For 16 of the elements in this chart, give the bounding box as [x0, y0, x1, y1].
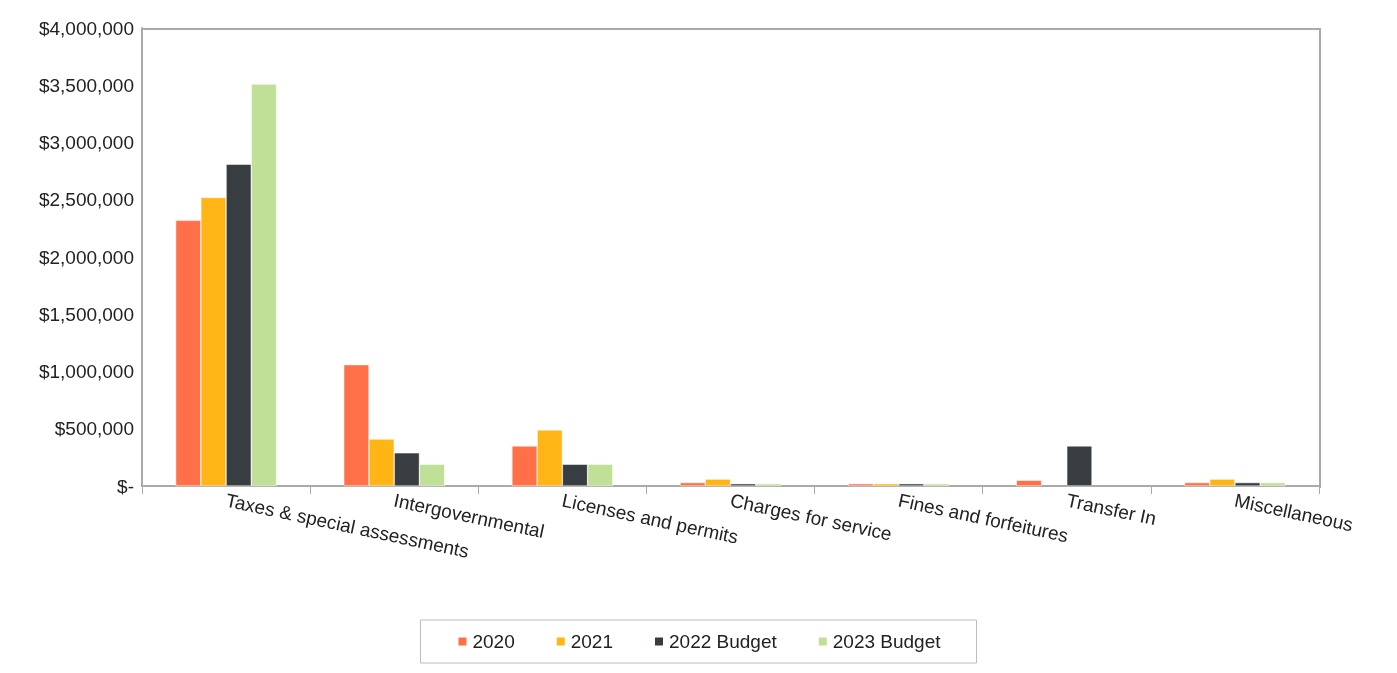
y-tick-label: $1,500,000	[38, 303, 134, 325]
x-tick-label: Transfer In	[1064, 489, 1159, 530]
y-tick-label: $500,000	[54, 418, 134, 440]
y-tick-label: $3,500,000	[38, 74, 134, 96]
bar	[1016, 480, 1042, 486]
legend-label: 2021	[570, 631, 614, 652]
y-tick-label: $-	[117, 475, 134, 497]
legend-label: 2020	[472, 631, 515, 652]
y-tick-label: $2,000,000	[38, 246, 134, 268]
legend-label: 2022 Budget	[669, 631, 778, 652]
y-tick-label: $3,000,000	[38, 132, 134, 153]
legend-label: 2023 Budget	[832, 631, 942, 652]
y-tick-label: $1,000,000	[38, 361, 134, 382]
y-tick-label: $2,500,000	[38, 189, 134, 211]
bar	[1066, 445, 1093, 486]
y-tick-label: $4,000,000	[38, 17, 134, 39]
